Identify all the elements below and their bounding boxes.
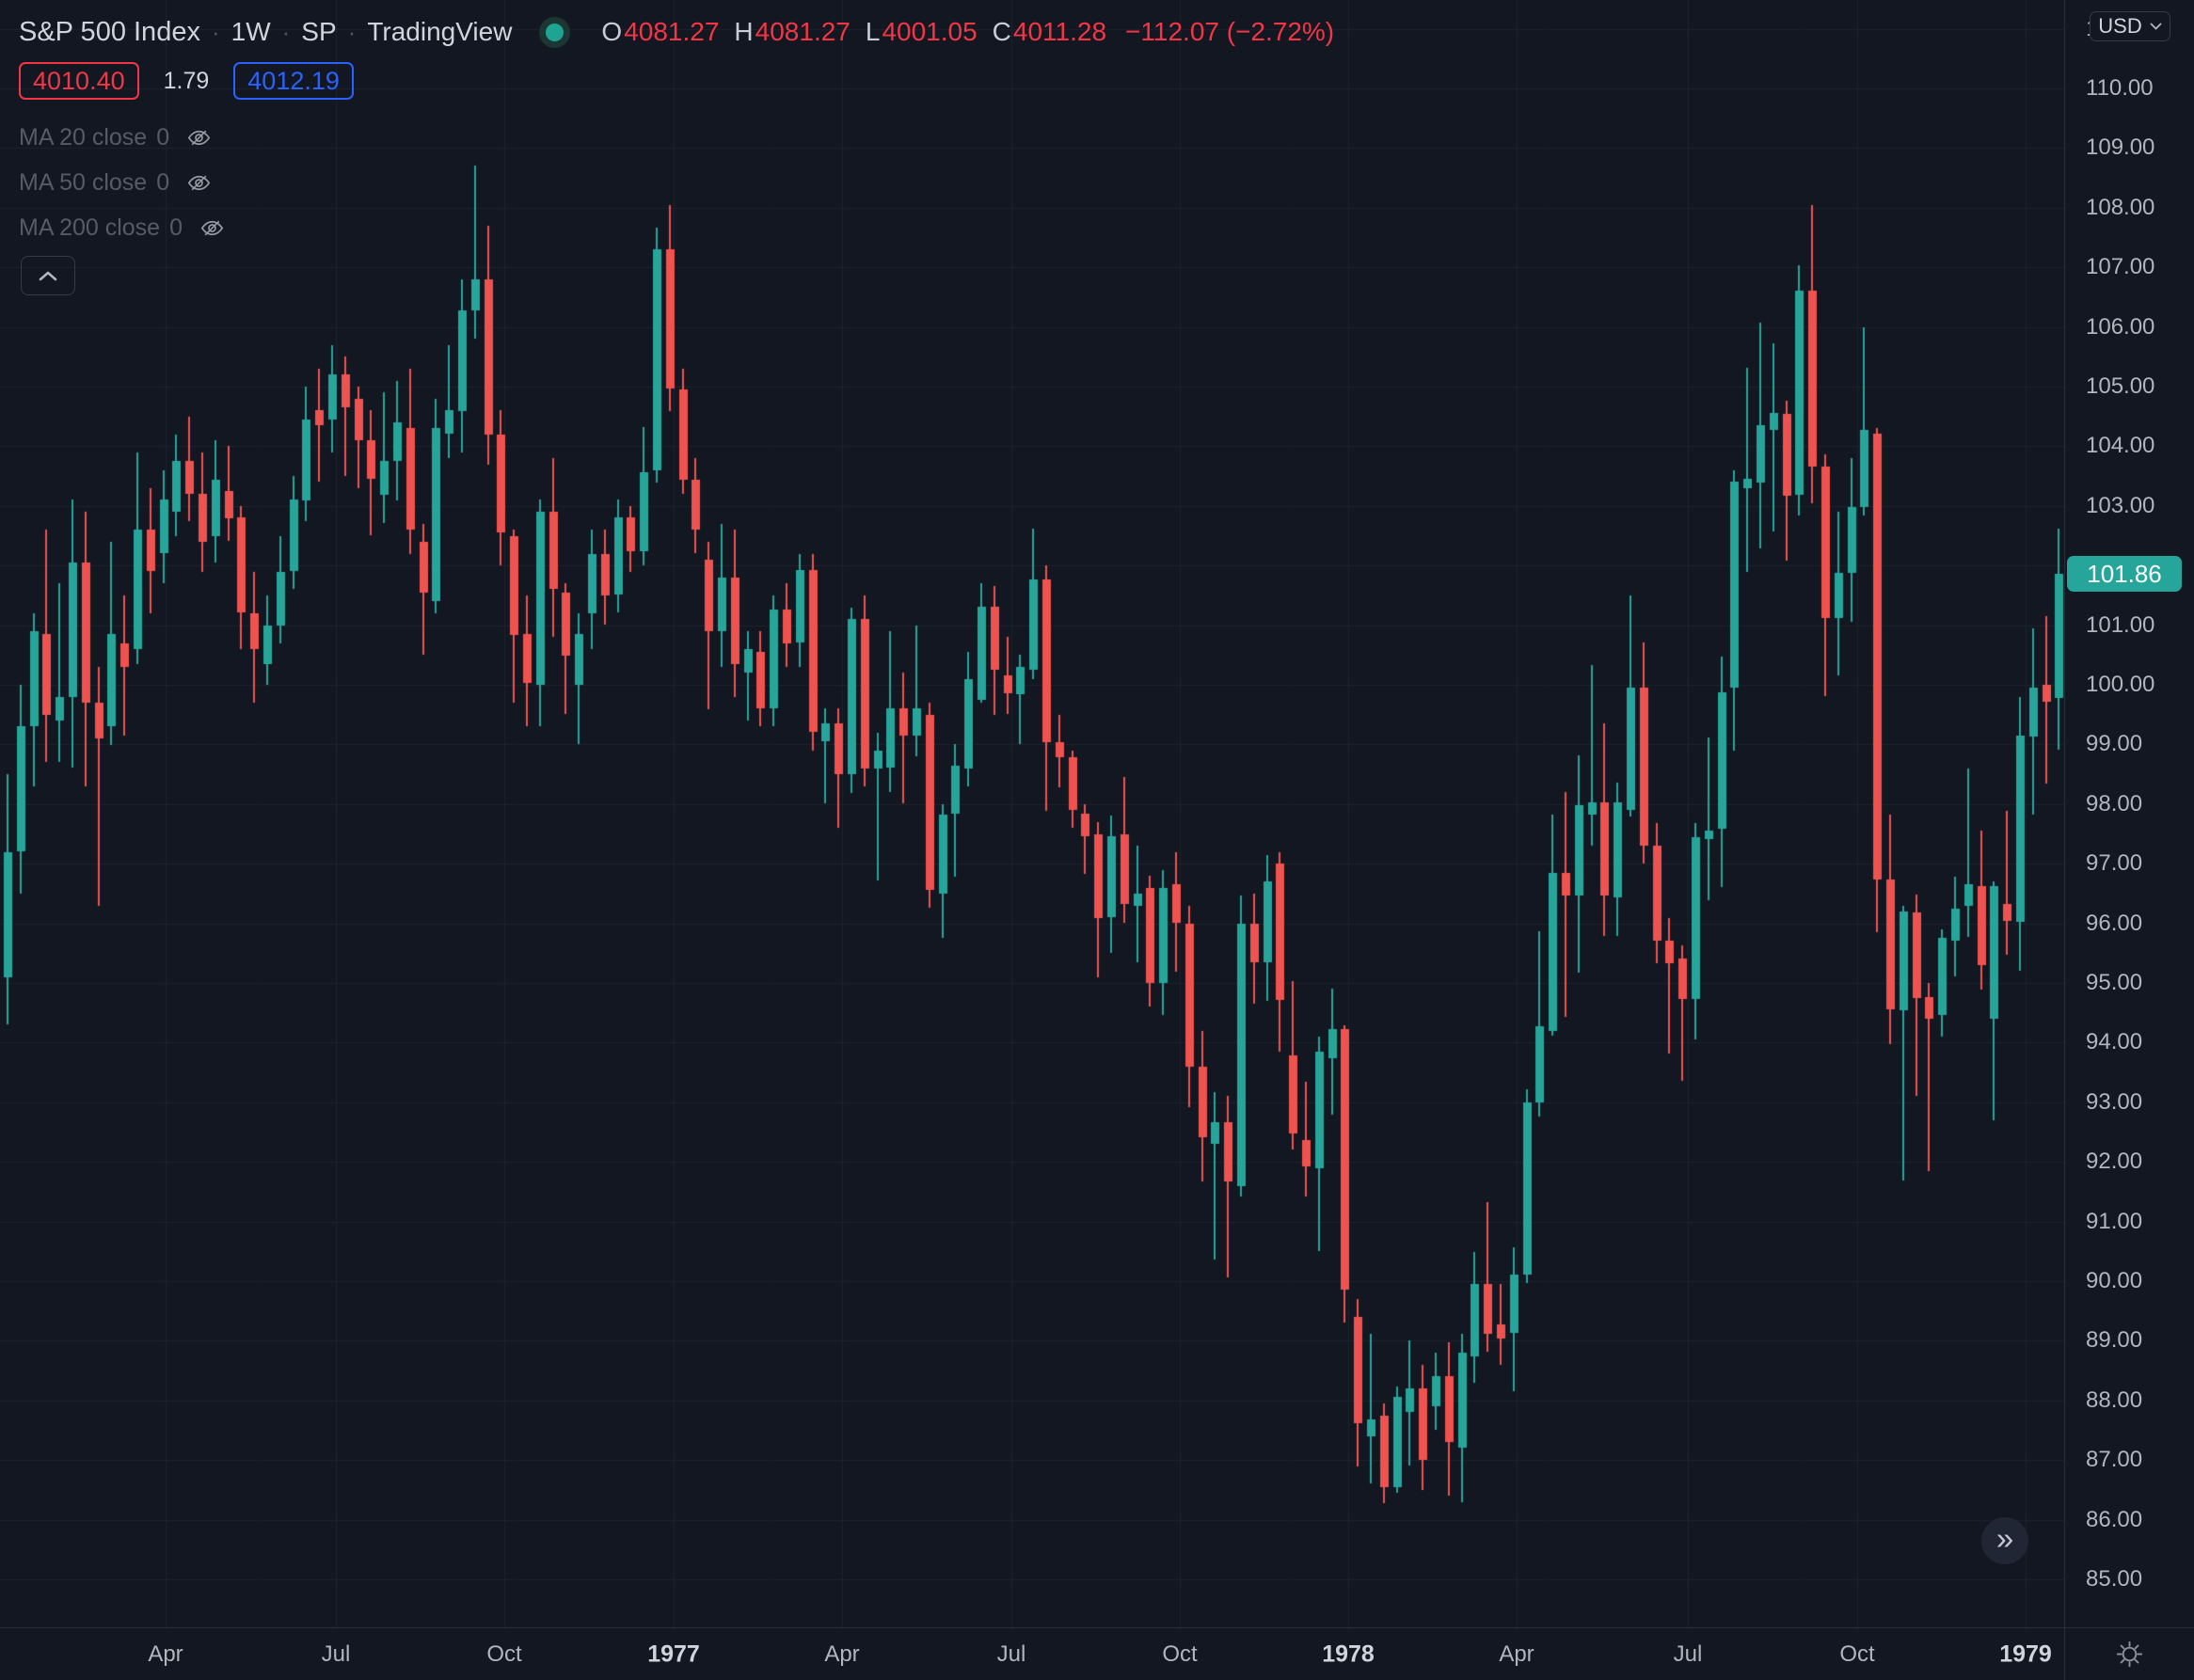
axis-corner-separator <box>2064 1628 2065 1680</box>
time-axis-year-label: 1977 <box>647 1640 700 1668</box>
price-axis-label: 98.00 <box>2086 790 2143 816</box>
eye-hidden-icon[interactable] <box>186 125 212 151</box>
time-axis-month-label: Apr <box>1499 1641 1534 1667</box>
price-axis-label: 103.00 <box>2086 492 2155 518</box>
eye-hidden-icon[interactable] <box>199 215 225 241</box>
double-chevron-right-icon: » <box>1995 1520 2014 1556</box>
indicator-value: 0 <box>156 123 170 151</box>
price-axis-label: 100.00 <box>2086 672 2155 697</box>
price-axis-label: 86.00 <box>2086 1506 2143 1532</box>
high-value: 4081.27 <box>755 17 851 46</box>
symbol-name[interactable]: S&P 500 Index <box>19 16 200 47</box>
indicator-row-ma50[interactable]: MA 50 close 0 <box>19 160 1334 205</box>
indicator-value: 0 <box>156 168 170 196</box>
timeframe-label[interactable]: 1W <box>231 17 271 46</box>
price-axis-label: 85.00 <box>2086 1566 2143 1592</box>
close-key: C <box>992 17 1011 46</box>
price-axis-label: 101.00 <box>2086 611 2155 638</box>
separator-dot: · <box>347 17 357 46</box>
price-axis-label: 95.00 <box>2086 970 2143 995</box>
price-axis-label: 99.00 <box>2086 731 2143 757</box>
time-axis-month-label: Jul <box>1673 1641 1703 1667</box>
vendor-label: TradingView <box>367 17 513 46</box>
spread-value: 1.79 <box>163 67 210 94</box>
currency-label: USD <box>2098 14 2142 38</box>
chevron-down-icon <box>2150 23 2162 30</box>
indicator-list: MA 20 close 0 MA 50 close 0 MA 200 close… <box>19 115 1334 250</box>
open-key: O <box>601 17 623 46</box>
candlestick-chart[interactable] <box>0 0 2064 1627</box>
time-axis-month-label: Oct <box>1839 1641 1875 1667</box>
indicator-value: 0 <box>169 214 183 241</box>
price-axis-label: 89.00 <box>2086 1327 2143 1354</box>
currency-dropdown[interactable]: USD <box>2090 11 2170 41</box>
low-key: L <box>865 17 881 46</box>
time-axis-month-label: Jul <box>321 1641 351 1667</box>
price-axis-label: 90.00 <box>2086 1268 2143 1293</box>
high-key: H <box>734 17 754 46</box>
legend-collapse-button[interactable] <box>21 256 75 295</box>
eye-hidden-icon[interactable] <box>186 170 212 196</box>
separator-dot: · <box>281 17 291 46</box>
ask-price-button[interactable]: 4012.19 <box>233 62 354 100</box>
scroll-to-latest-button[interactable]: » <box>1981 1517 2028 1564</box>
time-axis-month-label: Jul <box>996 1641 1026 1667</box>
close-value: 4011.28 <box>1012 17 1107 46</box>
price-axis-label: 93.00 <box>2086 1088 2143 1115</box>
price-axis-label: 94.00 <box>2086 1029 2143 1055</box>
connection-status-icon[interactable] <box>546 23 564 41</box>
time-axis-year-label: 1978 <box>1322 1640 1375 1668</box>
time-axis-year-label: 1979 <box>1999 1640 2052 1668</box>
price-axis-label: 104.00 <box>2086 433 2155 459</box>
bid-ask-row: 4010.40 1.79 4012.19 <box>19 62 1334 100</box>
price-axis[interactable]: 85.00 86.00 87.00 88.00 89.00 90.00 91.00 92.00… <box>2064 0 2194 1627</box>
ohlc-values: O 4081.27 H 4081.27 L 4001.05 C 4011.28 −112… <box>601 17 1334 47</box>
price-axis-label: 108.00 <box>2086 194 2155 220</box>
time-axis-month-label: Apr <box>824 1641 860 1667</box>
time-axis[interactable]: Apr Jul Oct 1977 Apr Jul Oct 1978 Apr Jul Oct 1979 <box>0 1627 2194 1680</box>
time-axis-month-label: Oct <box>1162 1641 1198 1667</box>
price-axis-label: 109.00 <box>2086 135 2155 161</box>
price-axis-label: 106.00 <box>2086 313 2155 340</box>
separator-dot: · <box>211 17 220 46</box>
time-axis-month-label: Oct <box>486 1641 522 1667</box>
price-axis-label: 96.00 <box>2086 910 2143 936</box>
indicator-label: MA 200 close <box>19 214 161 241</box>
low-value: 4001.05 <box>882 17 978 46</box>
price-axis-label: 92.00 <box>2086 1149 2143 1175</box>
chevron-up-icon <box>37 270 59 282</box>
last-price-tag: 101.86 <box>2067 556 2182 593</box>
bid-price-button[interactable]: 4010.40 <box>19 62 139 100</box>
price-axis-label: 110.00 <box>2086 75 2154 101</box>
indicator-row-ma20[interactable]: MA 20 close 0 <box>19 115 1334 160</box>
time-axis-month-label: Apr <box>148 1641 183 1667</box>
price-axis-label: 107.00 <box>2086 254 2155 280</box>
price-axis-label: 88.00 <box>2086 1387 2143 1413</box>
axis-settings-gear-icon[interactable] <box>2114 1639 2145 1670</box>
indicator-label: MA 20 close <box>19 123 148 151</box>
price-axis-label: 91.00 <box>2086 1208 2143 1234</box>
indicator-label: MA 50 close <box>19 168 148 196</box>
price-axis-label: 97.00 <box>2086 850 2143 877</box>
open-value: 4081.27 <box>624 17 720 46</box>
indicator-row-ma200[interactable]: MA 200 close 0 <box>19 205 1334 250</box>
exchange-label: SP <box>301 17 337 46</box>
price-axis-label: 87.00 <box>2086 1447 2143 1473</box>
price-axis-label: 105.00 <box>2086 373 2155 399</box>
change-value: −112.07 (−2.72%) <box>1125 17 1335 46</box>
